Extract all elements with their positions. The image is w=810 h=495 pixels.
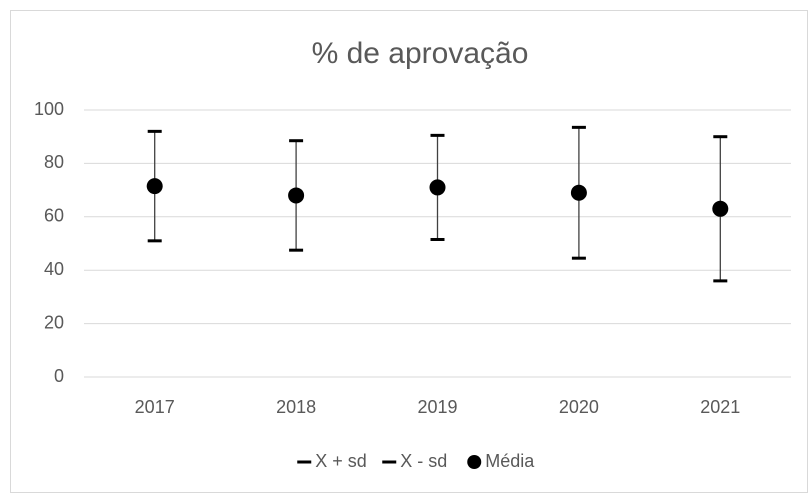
sd-marker xyxy=(713,135,728,139)
y-tick-label: 60 xyxy=(44,206,64,226)
chart-title: % de aprovação xyxy=(312,37,529,70)
mean-marker xyxy=(146,178,163,195)
x-tick-label: 2020 xyxy=(559,397,599,417)
sd-marker xyxy=(713,279,728,283)
legend-label: X + sd xyxy=(315,451,367,471)
y-tick-label: 100 xyxy=(34,99,64,119)
sd-marker xyxy=(147,129,162,133)
legend-label: Média xyxy=(485,451,535,471)
y-tick-label: 40 xyxy=(44,259,64,279)
y-tick-label: 80 xyxy=(44,152,64,172)
sd-marker xyxy=(289,139,304,143)
sd-marker xyxy=(289,248,304,252)
legend-swatch xyxy=(382,460,397,464)
chart-border xyxy=(10,10,808,493)
y-tick-label: 0 xyxy=(54,366,64,386)
x-tick-label: 2021 xyxy=(700,397,740,417)
sd-marker xyxy=(430,237,445,241)
x-tick-label: 2017 xyxy=(135,397,175,417)
sd-marker xyxy=(430,133,445,137)
y-tick-label: 20 xyxy=(44,312,64,332)
mean-marker xyxy=(288,187,305,204)
legend-label: X - sd xyxy=(400,451,447,471)
mean-marker xyxy=(429,179,446,196)
x-tick-label: 2019 xyxy=(417,397,457,417)
legend-swatch xyxy=(297,460,312,464)
mean-marker xyxy=(570,184,587,201)
legend-swatch xyxy=(467,455,482,469)
mean-marker xyxy=(712,200,729,217)
sd-marker xyxy=(147,239,162,243)
sd-marker xyxy=(571,125,586,129)
sd-marker xyxy=(571,256,586,260)
x-tick-label: 2018 xyxy=(276,397,316,417)
